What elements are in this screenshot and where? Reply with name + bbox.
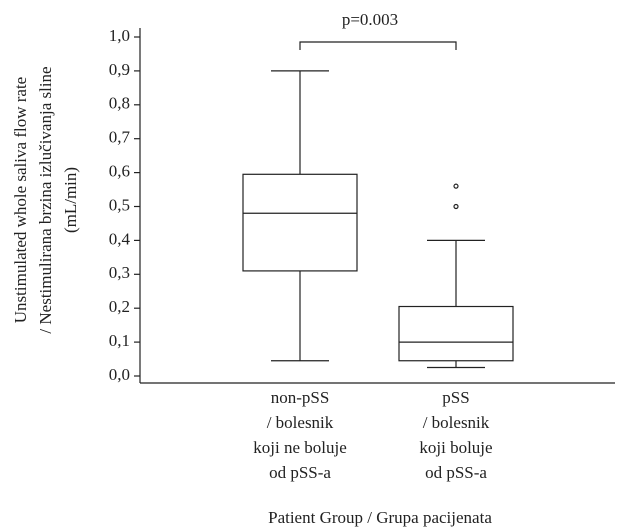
y-tick-label: 0,3 bbox=[109, 263, 130, 282]
box bbox=[242, 173, 358, 272]
outlier bbox=[453, 203, 459, 210]
x-tick-label: koji ne boluje bbox=[253, 438, 346, 457]
x-tick-label: od pSS-a bbox=[269, 463, 331, 482]
outlier bbox=[453, 183, 459, 189]
x-tick-label: pSS bbox=[442, 388, 469, 407]
y-axis-label-line: / Nestimulirana brzina izlučivanja sline bbox=[36, 66, 55, 333]
x-tick-label: koji boluje bbox=[419, 438, 492, 457]
x-tick-label: / bolesnik bbox=[267, 413, 334, 432]
x-tick-label: / bolesnik bbox=[423, 413, 490, 432]
y-axis-label-line: (mL/min) bbox=[61, 167, 80, 233]
x-axis-label: Patient Group / Grupa pacijenata bbox=[268, 508, 492, 527]
y-tick-label: 0,1 bbox=[109, 331, 130, 350]
y-tick-label: 0,5 bbox=[109, 195, 130, 214]
y-axis-label-line: Unstimulated whole saliva flow rate bbox=[11, 77, 30, 323]
y-tick-label: 1,0 bbox=[109, 26, 130, 45]
box bbox=[398, 305, 514, 362]
y-tick-label: 0,2 bbox=[109, 297, 130, 316]
y-tick-label: 0,0 bbox=[109, 365, 130, 384]
y-tick-label: 0,4 bbox=[109, 229, 131, 248]
y-tick-label: 0,9 bbox=[109, 60, 130, 79]
x-tick-label: od pSS-a bbox=[425, 463, 487, 482]
significance-bracket bbox=[299, 41, 457, 50]
x-tick-label: non-pSS bbox=[271, 388, 330, 407]
y-tick-label: 0,6 bbox=[109, 162, 130, 181]
y-tick-label: 0,8 bbox=[109, 94, 130, 113]
y-tick-label: 0,7 bbox=[109, 128, 131, 147]
y-axis-label: Unstimulated whole saliva flow rate / Ne… bbox=[11, 66, 80, 333]
annotation: p=0.003 bbox=[342, 10, 398, 29]
